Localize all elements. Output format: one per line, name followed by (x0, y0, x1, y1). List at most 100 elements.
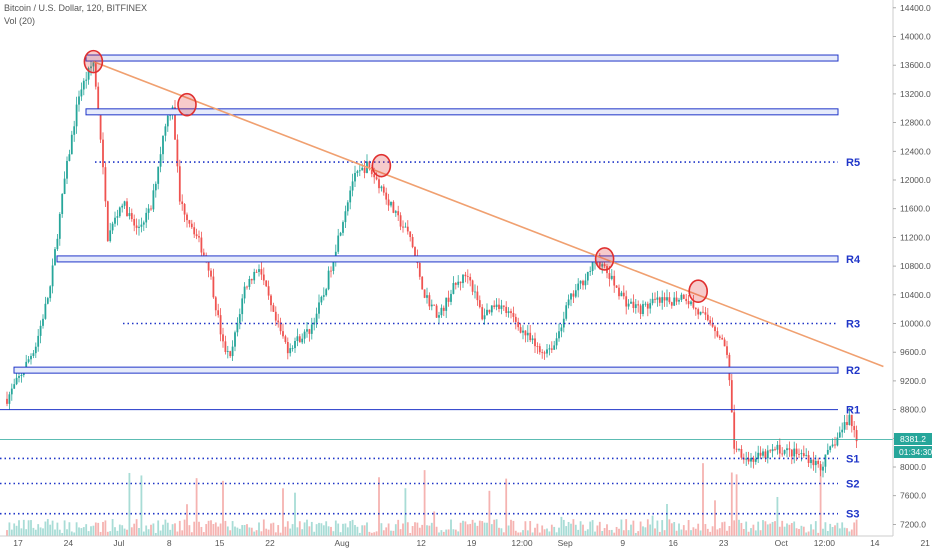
candle-body (430, 304, 433, 307)
volume-bar (390, 530, 392, 536)
candle-body (78, 96, 80, 105)
candle-body (603, 264, 606, 267)
candle-body (102, 139, 104, 168)
candle-body (714, 326, 716, 332)
candle-body (229, 351, 232, 357)
volume-bar (798, 528, 800, 536)
candle-body (694, 307, 697, 310)
volume-bar (586, 529, 589, 536)
candle-body (20, 375, 23, 377)
candle-body (375, 177, 378, 180)
candle-body (135, 225, 138, 228)
candle-body (121, 205, 124, 208)
candle-body (332, 260, 335, 271)
candle-body (740, 448, 743, 458)
volume-bar (603, 528, 606, 536)
volume-bar (774, 521, 776, 536)
volume-bar (742, 528, 745, 536)
candle-body (224, 341, 227, 352)
volume-bar (238, 528, 241, 536)
volume-bar (159, 530, 162, 536)
volume-bar (632, 520, 635, 536)
candle-body (296, 336, 299, 341)
candle-body (788, 448, 791, 450)
candle-body (550, 348, 553, 350)
candle-body (114, 217, 116, 224)
candle-body (418, 263, 421, 277)
candle-body (140, 224, 143, 227)
candle-body (157, 166, 160, 184)
volume-bar (351, 519, 354, 536)
candle-body (66, 160, 68, 179)
volume-bar (826, 531, 829, 536)
candle-body (217, 310, 220, 316)
volume-bar (781, 520, 784, 536)
candle-body (471, 280, 474, 292)
candle-body (644, 303, 647, 305)
volume-bar (714, 500, 716, 536)
volume-bar (606, 524, 608, 536)
candle-body (526, 332, 529, 336)
candle-body (46, 298, 49, 304)
candle-body (214, 297, 217, 311)
volume-bar (841, 522, 844, 536)
price-axis-bg (893, 0, 932, 550)
volume-bar (426, 525, 428, 536)
candle-body (73, 126, 76, 135)
candle-body (507, 311, 510, 314)
volume-bar (106, 531, 109, 536)
volume-bar (723, 521, 726, 536)
volume-bar (382, 530, 385, 536)
candle-body (380, 186, 383, 189)
volume-bar (594, 531, 596, 536)
volume-bar (296, 527, 299, 536)
volume-bar (481, 521, 484, 536)
candle-body (399, 215, 402, 227)
volume-bar (764, 521, 767, 536)
candle-body (819, 464, 822, 471)
circled-high (83, 49, 104, 74)
candle-body (651, 298, 654, 304)
volume-bar (750, 528, 752, 536)
volume-bar (670, 523, 673, 536)
volume-bar (154, 532, 157, 536)
volume-bar (298, 521, 301, 536)
candle-body (409, 231, 412, 238)
candle-body (176, 139, 179, 167)
candle-body (697, 309, 700, 315)
volume-bar (728, 526, 731, 536)
volume-bar (392, 530, 395, 536)
candle-body (764, 451, 767, 459)
volume-bar (553, 526, 556, 536)
candle-body (469, 276, 472, 281)
candle-body (610, 275, 613, 279)
candle-body (272, 305, 275, 312)
candle-body (836, 437, 839, 446)
volume-bar (205, 524, 208, 536)
candle-body (368, 161, 371, 168)
candle-body (752, 457, 755, 462)
volume-bar (284, 526, 287, 536)
candle-body (402, 226, 404, 228)
volume-bar (565, 526, 568, 536)
level-label: R3 (846, 319, 860, 331)
volume-bar (786, 523, 788, 536)
candle-body (13, 384, 16, 389)
volume-bar (697, 523, 700, 536)
volume-bar (27, 520, 30, 536)
candle-body (322, 295, 325, 297)
volume-bar (411, 526, 414, 536)
volume-bar (483, 522, 486, 536)
time-axis[interactable]: 17 24 Jul 8 15 22 Aug 12 19 12:00 Sep 9 16 23 Oct 12:00… (13, 538, 930, 548)
volume-bar (493, 519, 496, 536)
price-tick-label: 13200.0 (900, 89, 931, 99)
candle-body (766, 450, 769, 459)
candle-body (411, 237, 414, 248)
volume-bar (217, 526, 220, 536)
candle-body (810, 459, 812, 464)
price-tick-label: 10000.0 (900, 319, 931, 329)
volume-bar (692, 527, 695, 536)
candle-body (562, 318, 565, 328)
volume-bar (601, 531, 604, 536)
